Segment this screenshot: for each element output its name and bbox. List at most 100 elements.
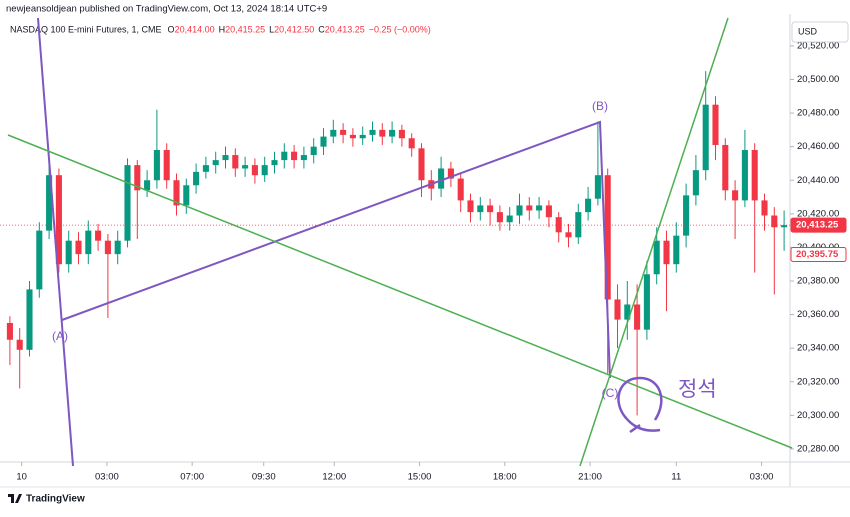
trend-line bbox=[37, 17, 74, 467]
candle-body bbox=[242, 165, 249, 169]
candle-body bbox=[781, 225, 788, 228]
candle-body bbox=[95, 230, 102, 241]
x-tick-label: 18:00 bbox=[493, 472, 517, 483]
candle-body bbox=[438, 168, 445, 189]
candle-body bbox=[251, 165, 258, 176]
currency: USD bbox=[798, 26, 818, 36]
change: −0.25 (−0.00%) bbox=[369, 24, 431, 34]
candle-body bbox=[173, 180, 180, 206]
candle-body bbox=[585, 198, 592, 213]
candle-body bbox=[330, 129, 337, 137]
candle-body bbox=[555, 217, 562, 233]
x-tick-label: 03:00 bbox=[750, 472, 774, 483]
candle-body bbox=[467, 200, 474, 213]
x-tick-label: 09:30 bbox=[252, 472, 276, 483]
brand: TradingView bbox=[26, 494, 85, 505]
candle-body bbox=[271, 160, 278, 166]
x-tick-label: 12:00 bbox=[322, 472, 346, 483]
candle-body bbox=[134, 165, 141, 191]
ohlc-key: L bbox=[269, 24, 274, 34]
candle-body bbox=[496, 212, 503, 223]
candle-body bbox=[26, 289, 33, 350]
y-tick-label: 20,300.00 bbox=[797, 410, 839, 421]
candle-body bbox=[712, 104, 719, 145]
y-tick-label: 20,340.00 bbox=[797, 343, 839, 354]
x-tick-label: 10 bbox=[16, 472, 27, 483]
candle-body bbox=[300, 155, 307, 161]
candle-body bbox=[565, 232, 572, 238]
candle-body bbox=[604, 175, 611, 300]
candle-body bbox=[663, 240, 670, 265]
candle-body bbox=[232, 155, 239, 169]
candle-body bbox=[183, 185, 190, 206]
candle-body bbox=[398, 129, 405, 139]
candle-body bbox=[310, 146, 317, 156]
ohlc-key: O bbox=[168, 24, 175, 34]
candle-body bbox=[506, 215, 513, 223]
price-label: 20,413.25 bbox=[796, 220, 839, 231]
price-label: 20,395.75 bbox=[796, 249, 839, 260]
currency-box bbox=[791, 21, 849, 43]
candle-body bbox=[261, 165, 268, 176]
price-label-box bbox=[790, 217, 847, 233]
y-tick-label: 20,440.00 bbox=[797, 175, 839, 186]
doodle-circle bbox=[617, 376, 663, 432]
annotation: (B) bbox=[592, 99, 608, 113]
candle-body bbox=[702, 104, 709, 171]
candle-body bbox=[722, 144, 729, 191]
candle-body bbox=[144, 180, 151, 191]
x-tick-label: 15:00 bbox=[408, 472, 432, 483]
candle-body bbox=[487, 205, 494, 213]
x-tick-label: 07:00 bbox=[180, 472, 204, 483]
footer-logo bbox=[8, 494, 22, 503]
ohlc-value: 20,414.00 bbox=[175, 24, 215, 34]
symbol: NASDAQ 100 E-mini Futures, 1, CME bbox=[10, 24, 162, 34]
candle-body bbox=[761, 200, 768, 216]
price-label-box bbox=[790, 247, 847, 263]
annotation: (A) bbox=[52, 329, 68, 343]
x-tick-label: 11 bbox=[671, 472, 681, 483]
trend-line bbox=[61, 120, 611, 379]
candle-body bbox=[55, 175, 62, 265]
candle-body bbox=[683, 195, 690, 236]
candle-body bbox=[124, 165, 131, 241]
candle-body bbox=[673, 235, 680, 265]
candle-body bbox=[624, 304, 631, 320]
candles bbox=[6, 71, 788, 416]
candle-body bbox=[751, 150, 758, 201]
candle-body bbox=[692, 170, 699, 196]
candle-body bbox=[408, 138, 415, 149]
candle-body bbox=[16, 339, 23, 350]
x-tick-label: 03:00 bbox=[95, 472, 119, 483]
y-tick-label: 20,460.00 bbox=[797, 141, 839, 152]
candle-body bbox=[369, 129, 376, 135]
candle-body bbox=[575, 212, 582, 238]
x-tick-label: 21:00 bbox=[578, 472, 602, 483]
annotation: 정석 bbox=[678, 377, 717, 401]
drawings bbox=[7, 17, 793, 467]
candle-body bbox=[104, 240, 111, 255]
candle-body bbox=[359, 134, 366, 139]
candle-body bbox=[291, 151, 298, 161]
ohlc-key: C bbox=[318, 24, 325, 34]
y-tick-label: 20,420.00 bbox=[797, 208, 839, 219]
candle-body bbox=[447, 168, 454, 179]
candle-body bbox=[643, 274, 650, 330]
candle-body bbox=[320, 136, 327, 147]
candle-body bbox=[6, 322, 13, 340]
candle-body bbox=[163, 150, 170, 181]
y-tick-label: 20,320.00 bbox=[797, 376, 839, 387]
ohlc-value: 20,415.25 bbox=[225, 24, 265, 34]
ohlc-value: 20,412.50 bbox=[274, 24, 314, 34]
candle-body bbox=[536, 205, 543, 211]
candle-body bbox=[418, 148, 425, 181]
ohlc-key: H bbox=[219, 24, 226, 34]
annotation: (C) bbox=[602, 386, 619, 400]
logo-icon bbox=[8, 494, 22, 503]
candle-body bbox=[477, 205, 484, 213]
candle-body bbox=[653, 240, 660, 275]
doodle-tail bbox=[629, 423, 641, 434]
candle-body bbox=[193, 171, 200, 186]
candle-body bbox=[614, 299, 621, 320]
